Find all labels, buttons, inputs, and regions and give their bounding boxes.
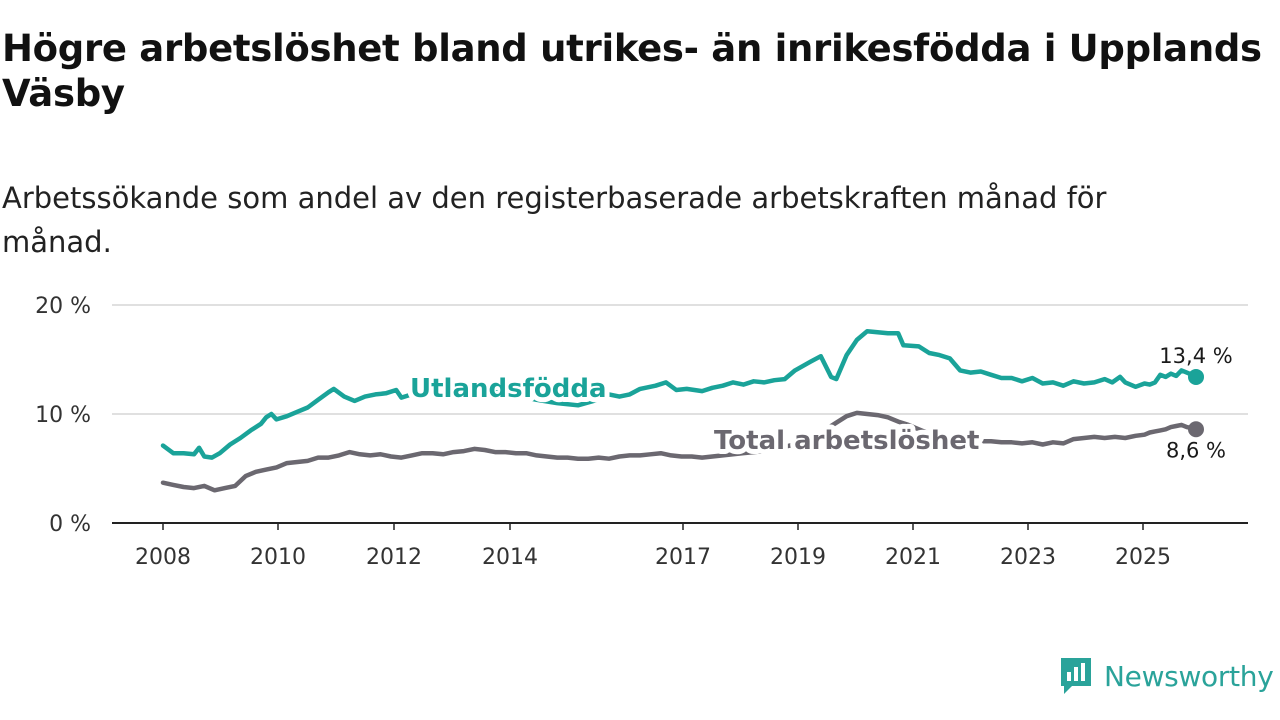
y-tick-label: 20 % — [35, 294, 91, 319]
x-tick-label: 2010 — [250, 545, 306, 570]
end-value-label-total: 8,6 % — [1166, 438, 1226, 462]
x-tick-label: 2008 — [135, 545, 191, 570]
series-line-total — [160, 410, 1199, 493]
x-tick-label: 2014 — [482, 545, 538, 570]
x-tick-label: 2023 — [1000, 545, 1056, 570]
end-value-label-utlandsfodda: 13,4 % — [1159, 344, 1232, 368]
end-point-utlandsfodda — [1188, 368, 1204, 385]
y-tick-label: 10 % — [35, 403, 91, 428]
series-label-utlandsfodda: Utlandsfödda — [410, 374, 607, 404]
newsworthy-logo-text: Newsworthy — [1104, 659, 1274, 693]
end-point-total — [1188, 421, 1204, 438]
x-tick-label: 2025 — [1115, 545, 1171, 570]
x-tick-label: 2012 — [366, 545, 422, 570]
series-label-total: Total arbetslöshet — [714, 426, 979, 456]
chart-title: Högre arbetslöshet bland utrikes- än inr… — [2, 27, 1262, 115]
chart-subtitle: Arbetssökande som andel av den registerb… — [2, 181, 1107, 259]
series-line-utlandsfodda — [160, 328, 1199, 460]
x-tick-label: 2017 — [655, 545, 711, 570]
x-tick-label: 2021 — [885, 545, 941, 570]
newsworthy-logo-icon — [1061, 658, 1091, 694]
newsworthy-logo: Newsworthy — [1058, 654, 1274, 698]
line-chart: 0 % 10 % 20 % 2008 2010 2012 2014 2017 2019 2021 2… — [35, 294, 1248, 570]
y-tick-label: 0 % — [49, 512, 91, 537]
x-tick-label: 2019 — [770, 545, 826, 570]
